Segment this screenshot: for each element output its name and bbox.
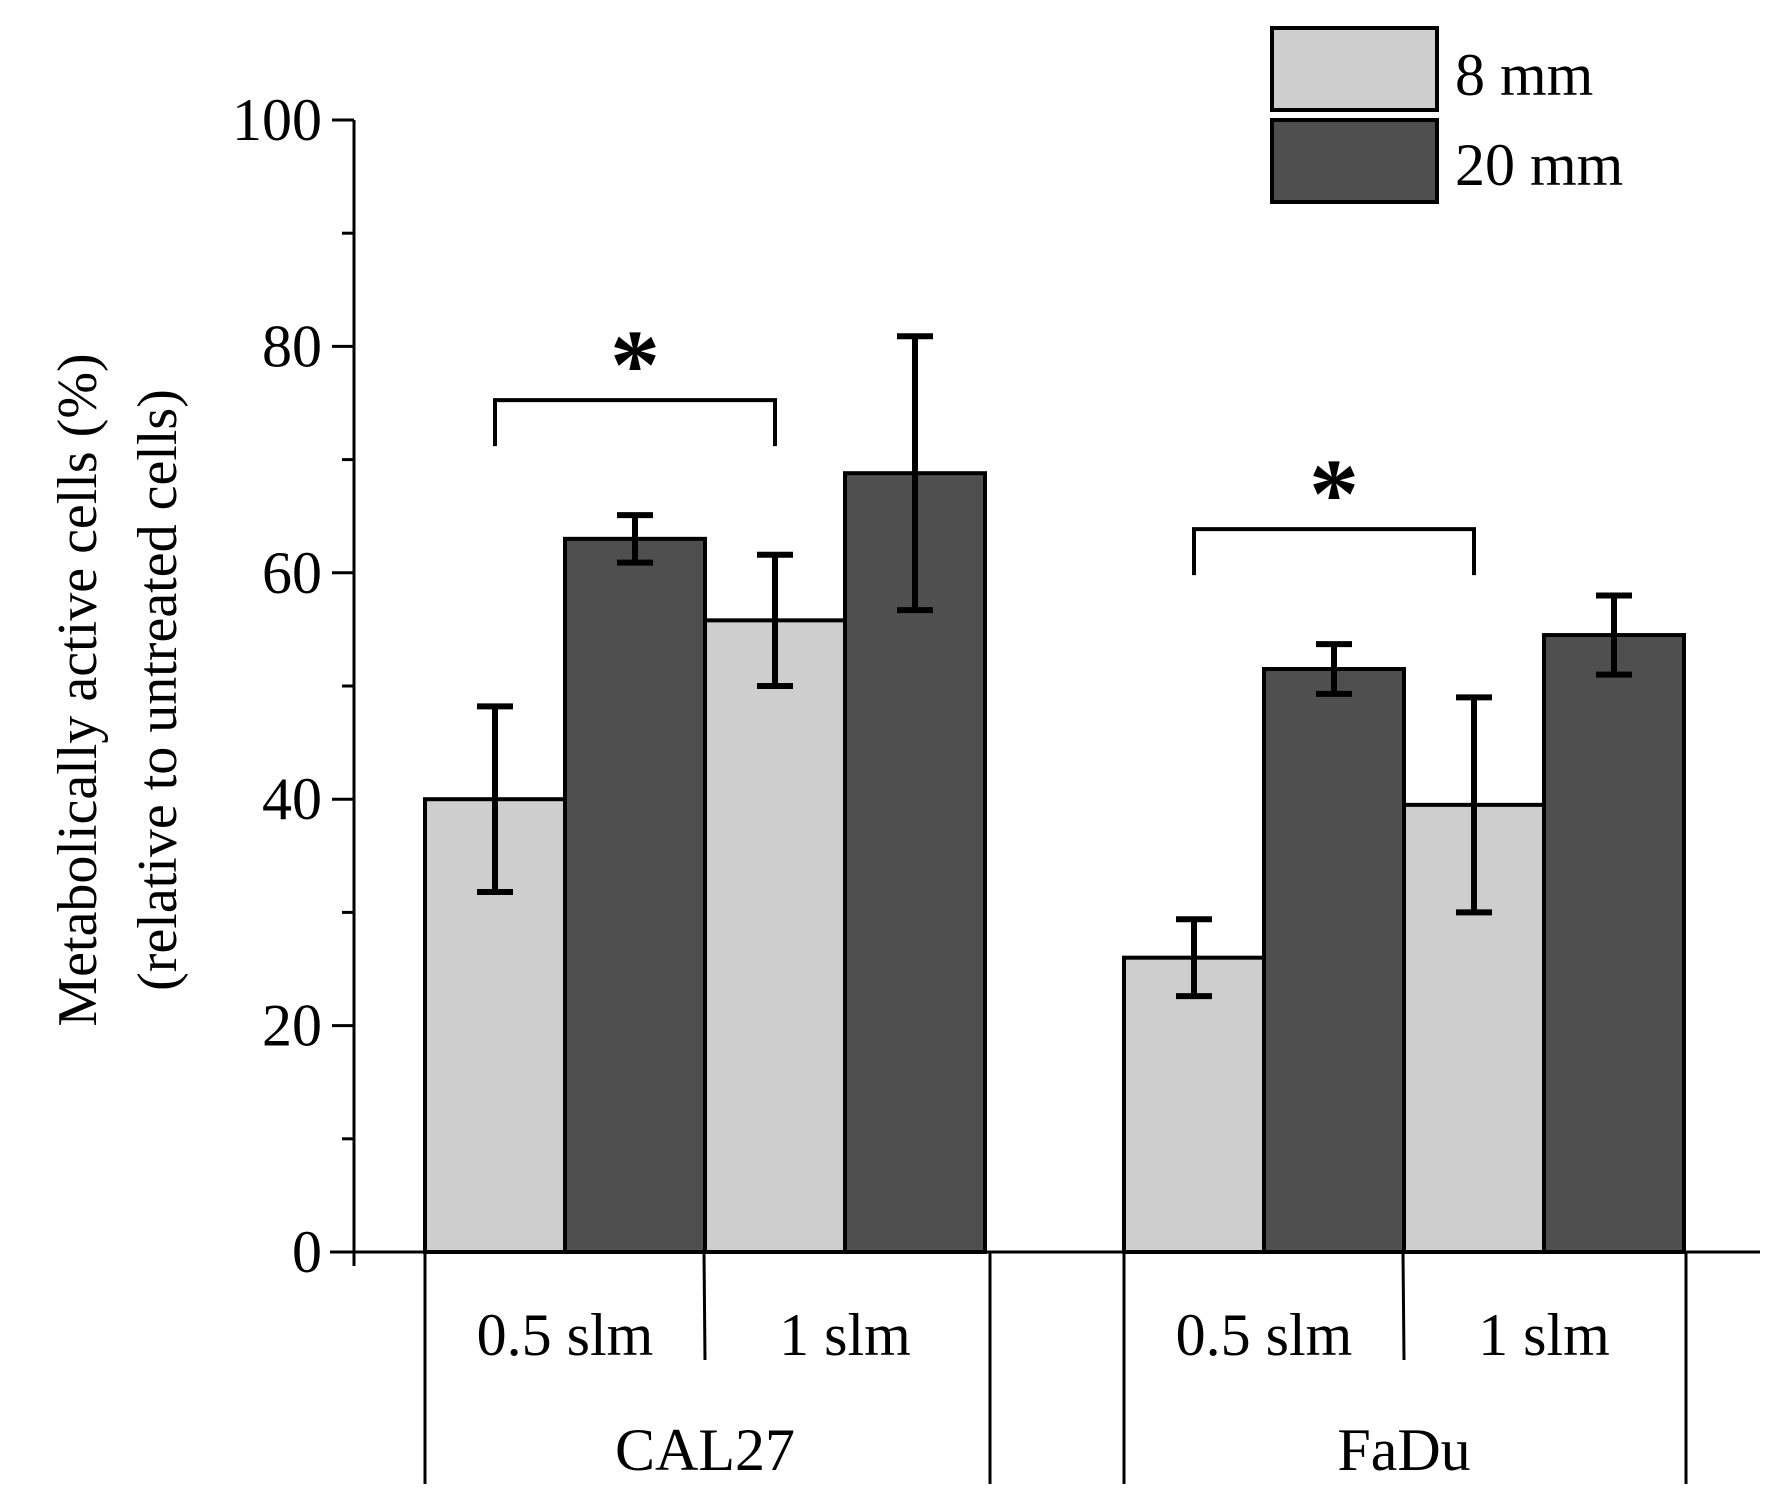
x-subcategory-label: 0.5 slm: [1176, 1302, 1353, 1368]
y-tick-label: 20: [262, 993, 322, 1059]
significance-bracket: [1192, 527, 1476, 576]
x-subcategory-label: 0.5 slm: [477, 1302, 654, 1368]
legend: 8 mm 20 mm: [1270, 26, 1623, 204]
bar-FaDu-1slm-20mm: [1542, 633, 1686, 1254]
legend-swatch-8mm: [1270, 26, 1439, 112]
significance-bracket: [493, 398, 777, 447]
x-subcategory-label: 1 slm: [779, 1302, 911, 1368]
legend-swatch-20mm: [1270, 118, 1439, 204]
x-subgroup-divider: [1401, 1251, 1406, 1361]
y-tick-label: 80: [262, 313, 322, 379]
bar-CAL27-1slm-8mm: [703, 618, 847, 1254]
y-axis-title: Metabolically active cells (%) (relative…: [47, 353, 189, 1026]
y-tick-label: 0: [292, 1219, 322, 1285]
bars: [423, 471, 1686, 1254]
y-ticks: 0 20 40 60 80 100: [232, 87, 354, 1285]
legend-label-8mm: 8 mm: [1455, 42, 1593, 108]
y-tick-label: 40: [262, 766, 322, 832]
legend-label-20mm: 20 mm: [1455, 132, 1623, 198]
x-group-label: FaDu: [1337, 1417, 1470, 1483]
x-subcategory-label: 1 slm: [1478, 1302, 1610, 1368]
y-axis-title-line1: Metabolically active cells (%): [47, 353, 109, 1026]
x-subgroup-divider: [702, 1251, 707, 1361]
bar-CAL27-0.5slm-20mm: [563, 536, 707, 1254]
significance-markers: **: [493, 309, 1476, 576]
x-group-label: CAL27: [615, 1417, 795, 1483]
significance-star: *: [610, 309, 660, 420]
bar-CAL27-1slm-20mm: [843, 471, 987, 1254]
y-axis-title-line2: (relative to untreated cells): [127, 389, 189, 991]
y-tick-label: 60: [262, 540, 322, 606]
bar-FaDu-0.5slm-8mm: [1122, 955, 1266, 1254]
bar-FaDu-0.5slm-20mm: [1262, 667, 1406, 1254]
significance-star: *: [1309, 438, 1359, 549]
y-tick-label: 100: [232, 87, 322, 153]
error-bars: [477, 333, 1632, 1000]
